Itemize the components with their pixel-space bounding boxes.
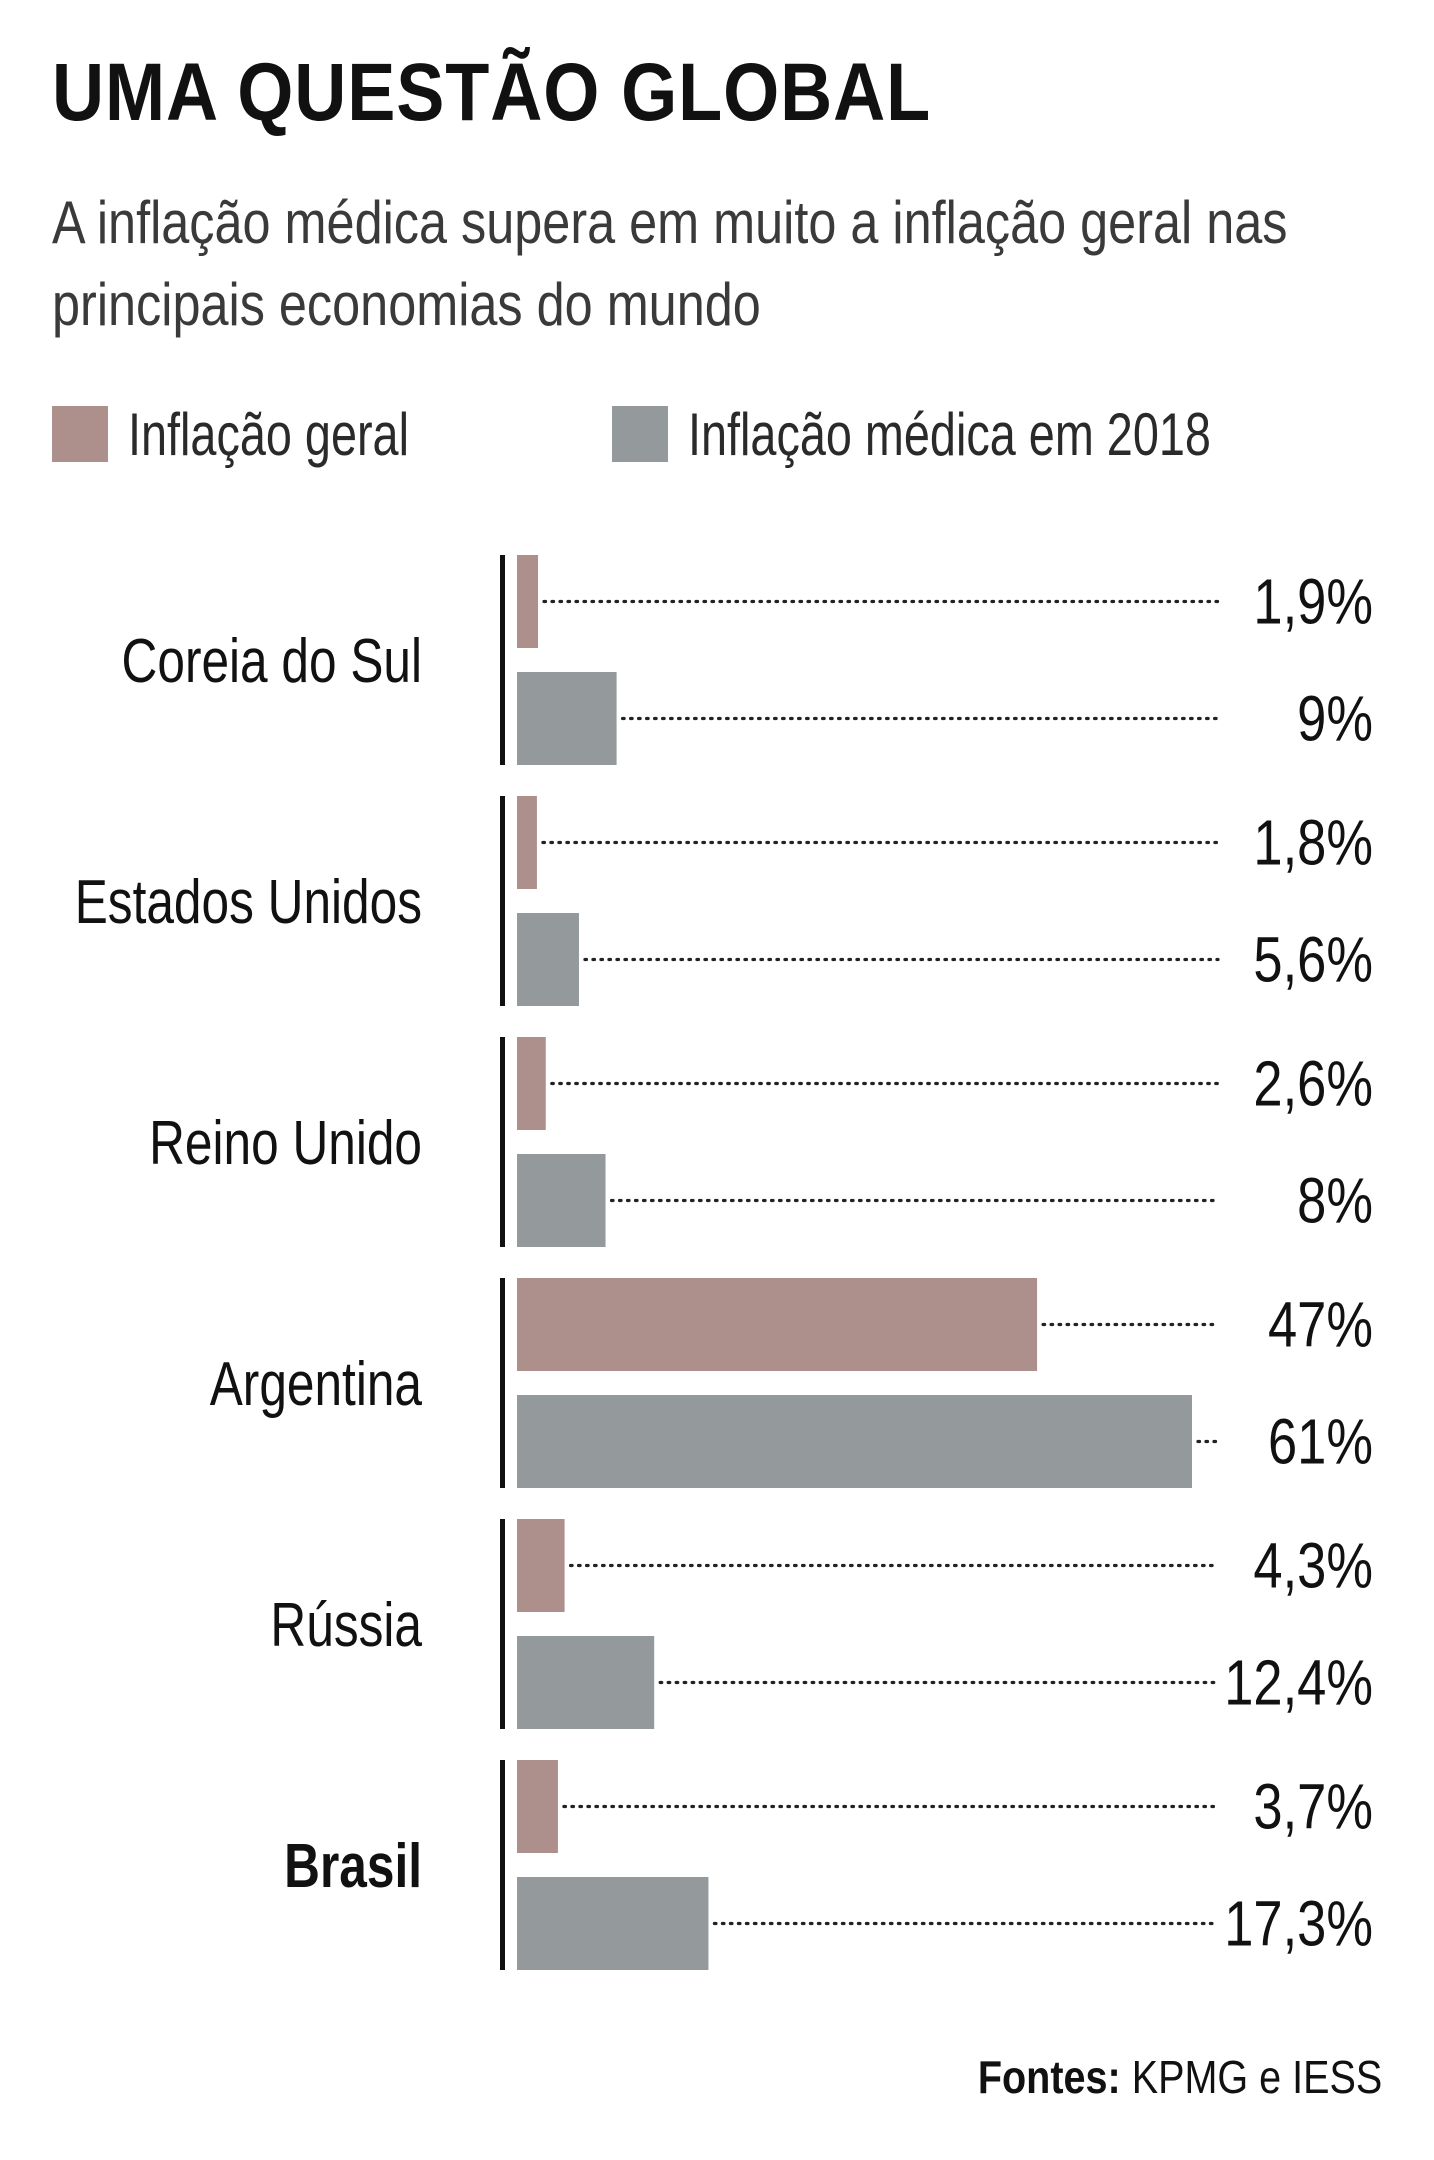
group-separator-russia [500,1519,505,1729]
value-label-geral-reino-unido: 2,6% [1253,1049,1373,1120]
bar-medica-russia [517,1636,655,1729]
bar-medica-brasil [517,1877,709,1970]
value-label-medica-reino-unido: 8% [1297,1166,1373,1237]
category-label-argentina: Argentina [210,1349,423,1419]
legend-item-inflacao-geral: Inflação geral [52,401,488,468]
chart-subtitle: A inflação médica supera em muito a infl… [52,189,1288,338]
bar-medica-argentina [517,1395,1192,1488]
value-label-medica-russia: 12,4% [1224,1648,1373,1719]
value-label-medica-coreia-do-sul: 9% [1297,684,1373,755]
category-label-coreia-do-sul: Coreia do Sul [122,626,422,696]
legend-label-inflacao-medica: Inflação médica em 2018 [688,400,1211,468]
bar-medica-coreia-do-sul [517,672,617,765]
bar-geral-russia [517,1519,565,1612]
category-label-russia: Rússia [270,1590,422,1660]
category-label-brasil: Brasil [284,1831,422,1901]
group-separator-estados-unidos [500,796,505,1006]
group-separator-brasil [500,1760,505,1970]
value-label-medica-argentina: 61% [1268,1407,1373,1478]
bar-geral-argentina [517,1278,1038,1371]
bar-medica-estados-unidos [517,913,579,1006]
value-label-geral-coreia-do-sul: 1,9% [1253,567,1373,638]
source-note: Fontes: KPMG e IESS [978,2050,1382,2104]
value-label-geral-brasil: 3,7% [1253,1772,1373,1843]
legend-item-inflacao-medica: Inflação médica em 2018 [612,401,1358,468]
value-label-geral-estados-unidos: 1,8% [1253,808,1373,879]
bar-geral-brasil [517,1760,558,1853]
legend-label-inflacao-geral: Inflação geral [128,400,409,468]
group-separator-argentina [500,1278,505,1488]
bar-geral-coreia-do-sul [517,555,539,648]
bar-geral-estados-unidos [517,796,537,889]
category-label-reino-unido: Reino Unido [149,1108,422,1178]
value-label-medica-estados-unidos: 5,6% [1253,925,1373,996]
legend-swatch-inflacao-geral [52,406,108,462]
legend-swatch-inflacao-medica [612,406,668,462]
group-separator-coreia-do-sul [500,555,505,765]
value-label-geral-russia: 4,3% [1253,1531,1373,1602]
bar-geral-reino-unido [517,1037,546,1130]
category-label-estados-unidos: Estados Unidos [75,867,422,937]
source-label: Fontes: [977,2051,1121,2103]
source-text: KPMG e IESS [1131,2051,1382,2103]
value-label-medica-brasil: 17,3% [1224,1889,1373,1960]
chart-title: UMA QUESTÃO GLOBAL [52,47,932,138]
value-label-geral-argentina: 47% [1268,1290,1373,1361]
group-separator-reino-unido [500,1037,505,1247]
bar-medica-reino-unido [517,1154,606,1247]
